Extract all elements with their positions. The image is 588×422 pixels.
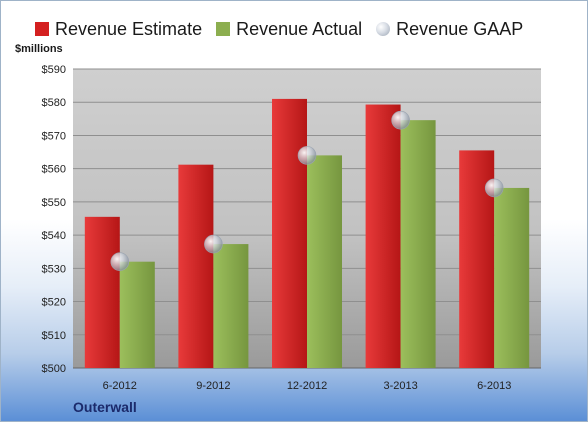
- bar-actual: [494, 187, 530, 368]
- y-tick-label: $580: [42, 97, 66, 109]
- x-tick-label: 6-2013: [477, 380, 511, 392]
- y-tick-label: $550: [42, 197, 66, 209]
- legend-item-gaap: Revenue GAAP: [376, 19, 523, 40]
- x-tick-label: 12-2012: [287, 380, 327, 392]
- y-tick-label: $560: [42, 164, 66, 176]
- y-tick-label: $520: [42, 297, 66, 309]
- legend-label-actual: Revenue Actual: [236, 18, 363, 39]
- y-tick-label: $540: [42, 230, 66, 242]
- legend-item-actual: Revenue Actual: [216, 19, 362, 40]
- x-tick-label: 6-2012: [103, 380, 137, 392]
- bar-actual: [400, 120, 436, 368]
- x-tick-label: 9-2012: [196, 380, 230, 392]
- y-axis-unit-label: $millions: [15, 43, 63, 55]
- marker-gaap: [297, 146, 317, 165]
- legend-label-gaap: Revenue GAAP: [396, 18, 524, 39]
- bar-estimate: [272, 98, 307, 369]
- y-tick-label: $590: [42, 64, 66, 76]
- marker-gaap: [391, 110, 410, 130]
- marker-gaap: [110, 252, 130, 271]
- legend-dot-gaap: [376, 22, 391, 36]
- chart-legend: Revenue Estimate Revenue Actual Revenue …: [35, 18, 537, 40]
- y-tick-label: $570: [42, 130, 66, 142]
- bar-actual: [213, 244, 249, 368]
- marker-gaap: [204, 234, 223, 254]
- bar-estimate: [84, 216, 120, 368]
- bar-estimate: [365, 104, 401, 368]
- legend-swatch-actual: [216, 22, 231, 36]
- legend-swatch-estimate: [35, 22, 49, 36]
- marker-gaap: [484, 178, 504, 198]
- legend-item-estimate: Revenue Estimate: [35, 19, 202, 40]
- bar-actual: [307, 155, 342, 368]
- x-tick-label: 3-2013: [383, 380, 417, 392]
- y-tick-label: $530: [42, 263, 66, 275]
- bar-estimate: [178, 164, 214, 368]
- company-name: Outerwall: [73, 399, 137, 415]
- y-tick-label: $510: [42, 330, 66, 342]
- bar-actual: [119, 261, 155, 368]
- legend-label-estimate: Revenue Estimate: [55, 18, 203, 39]
- y-tick-label: $500: [42, 363, 66, 375]
